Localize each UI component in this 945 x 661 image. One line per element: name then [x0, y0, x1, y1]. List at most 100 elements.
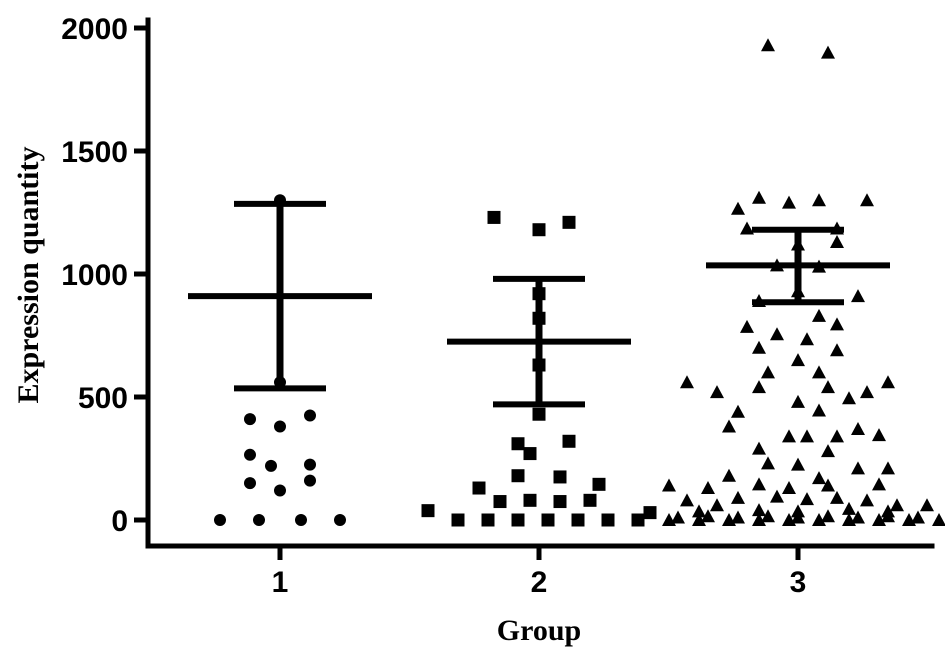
data-point-group-1 — [304, 409, 316, 422]
data-point-group-3 — [710, 498, 724, 512]
data-point-group-3 — [722, 513, 736, 526]
data-point-group-3 — [740, 319, 754, 333]
data-point-group-1 — [244, 477, 256, 490]
data-point-group-1 — [304, 474, 316, 487]
x-axis-title: Group — [497, 614, 581, 647]
data-point-group-3 — [731, 490, 745, 504]
data-point-group-3 — [680, 375, 694, 389]
data-point-group-3 — [812, 403, 826, 417]
data-point-group-3 — [761, 38, 775, 52]
data-point-group-3 — [860, 493, 874, 507]
y-tick-label: 2000 — [61, 13, 128, 46]
data-point-group-3 — [680, 493, 694, 507]
data-point-group-3 — [791, 457, 805, 471]
data-point-group-1 — [304, 458, 316, 471]
data-point-group-3 — [800, 332, 814, 346]
data-point-group-2 — [472, 481, 486, 495]
data-point-group-3 — [740, 221, 754, 235]
data-point-group-3 — [821, 45, 835, 59]
data-point-group-2 — [541, 513, 555, 527]
data-point-group-2 — [493, 495, 507, 509]
data-point-group-3 — [791, 394, 805, 408]
data-point-group-2 — [643, 506, 657, 520]
data-point-group-3 — [812, 193, 826, 207]
data-point-group-3 — [752, 380, 766, 394]
data-point-group-3 — [692, 513, 706, 526]
data-point-group-3 — [821, 478, 835, 492]
y-tick-label: 500 — [78, 382, 128, 415]
data-point-group-2 — [631, 513, 645, 527]
data-point-group-2 — [532, 223, 546, 237]
data-point-group-3 — [662, 478, 676, 492]
data-point-group-3 — [812, 471, 826, 485]
data-point-group-1 — [214, 514, 226, 526]
data-point-group-2 — [523, 493, 537, 507]
y-tick-label: 1500 — [61, 136, 128, 169]
data-point-group-3 — [800, 429, 814, 443]
data-point-group-3 — [872, 477, 886, 491]
data-point-group-3 — [842, 513, 856, 526]
data-point-group-1 — [274, 484, 286, 497]
data-point-group-3 — [881, 375, 895, 389]
y-axis-title: Expression quantity — [12, 146, 45, 403]
data-point-group-2 — [421, 504, 435, 518]
data-point-group-3 — [782, 513, 796, 526]
data-point-group-3 — [821, 444, 835, 458]
data-point-group-3 — [872, 428, 886, 442]
data-point-group-3 — [722, 419, 736, 433]
data-point-group-3 — [881, 461, 895, 475]
data-point-group-1 — [295, 514, 307, 526]
data-point-group-3 — [710, 385, 724, 399]
data-point-group-3 — [731, 201, 745, 215]
x-tick-label: 2 — [531, 566, 548, 599]
data-point-group-2 — [511, 469, 525, 483]
data-point-group-3 — [791, 510, 805, 524]
data-point-group-2 — [511, 437, 525, 451]
data-point-group-3 — [830, 317, 844, 331]
y-tick-label: 0 — [111, 505, 128, 538]
data-point-group-3 — [782, 429, 796, 443]
data-point-group-2 — [562, 434, 576, 448]
data-point-group-3 — [851, 461, 865, 475]
data-point-group-3 — [701, 481, 715, 495]
y-axis-ticks: 0 500 1000 1500 2000 — [61, 13, 148, 538]
data-point-group-3 — [791, 353, 805, 367]
data-point-group-3 — [800, 492, 814, 506]
data-point-group-3 — [842, 391, 856, 405]
data-point-group-3 — [782, 481, 796, 495]
data-point-group-1 — [265, 459, 277, 472]
x-axis-ticks: 1 2 3 — [272, 546, 806, 599]
x-tick-label: 1 — [272, 566, 289, 599]
data-point-group-3 — [860, 385, 874, 399]
data-point-group-2 — [583, 493, 597, 507]
data-point-group-1 — [274, 420, 286, 433]
data-point-group-3 — [752, 441, 766, 455]
y-tick-label: 1000 — [61, 259, 128, 292]
data-point-group-3 — [662, 513, 676, 526]
data-point-group-3 — [821, 509, 835, 523]
data-point-group-3 — [752, 190, 766, 204]
data-point-group-3 — [752, 340, 766, 354]
data-point-group-2 — [532, 407, 546, 421]
data-point-group-3 — [752, 513, 766, 526]
data-point-group-3 — [701, 509, 715, 523]
data-point-group-3 — [761, 456, 775, 470]
data-point-group-2 — [553, 470, 567, 484]
data-point-group-3 — [830, 235, 844, 249]
data-point-group-1 — [334, 514, 346, 526]
data-point-group-2 — [571, 513, 585, 527]
data-point-group-3 — [671, 510, 685, 524]
data-point-group-2 — [481, 513, 495, 527]
data-point-group-3 — [821, 380, 835, 394]
data-point-group-3 — [692, 504, 706, 518]
data-point-group-2 — [523, 447, 537, 461]
data-point-group-2 — [553, 495, 567, 509]
data-point-group-3 — [812, 513, 826, 526]
mean-sd-bars — [188, 200, 890, 408]
data-point-group-3 — [830, 429, 844, 443]
data-point-group-3 — [911, 510, 925, 524]
data-point-group-3 — [881, 509, 895, 523]
data-point-group-3 — [851, 510, 865, 524]
data-point-group-3 — [932, 513, 945, 526]
